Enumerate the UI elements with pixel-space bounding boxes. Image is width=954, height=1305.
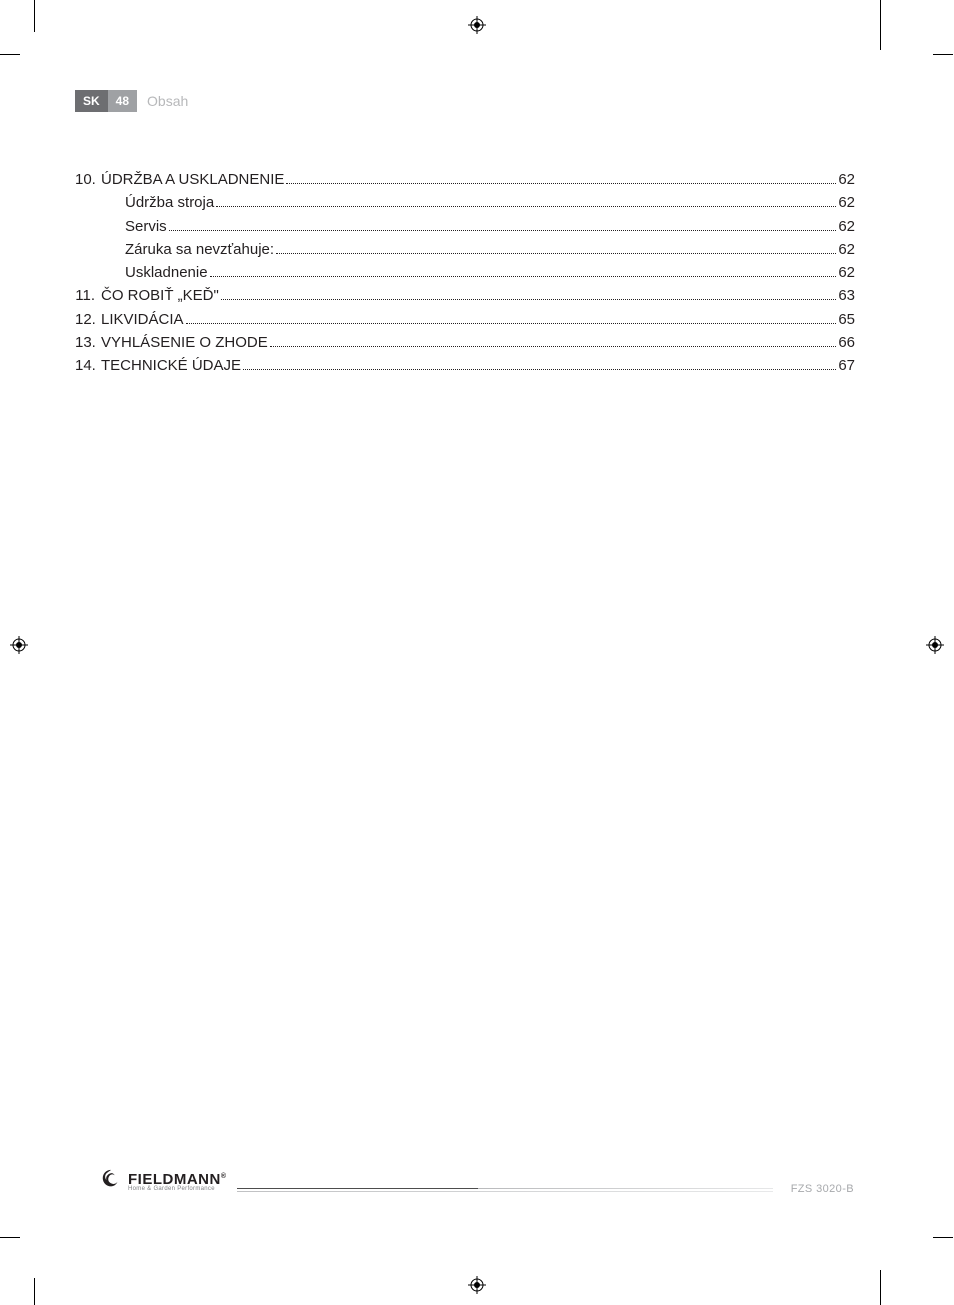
toc-leader-dots bbox=[286, 183, 836, 184]
toc-leader-dots bbox=[276, 253, 836, 254]
brand-text: FIELDMANN® Home & Garden Performance bbox=[128, 1171, 227, 1192]
language-tab: SK bbox=[75, 90, 108, 112]
crop-mark bbox=[880, 0, 881, 50]
crop-mark bbox=[0, 1237, 20, 1238]
page-number-tab: 48 bbox=[108, 90, 137, 112]
registration-mark-icon bbox=[10, 636, 28, 654]
toc-row: 10.Uskladnenie62 bbox=[75, 261, 855, 284]
toc-leader-dots bbox=[216, 206, 836, 207]
brand-swirl-icon bbox=[100, 1168, 122, 1195]
toc-title: Záruka sa nevzťahuje: bbox=[101, 238, 274, 261]
toc-row: 10.ÚDRŽBA A USKLADNENIE 62 bbox=[75, 168, 855, 191]
toc-number: 11. bbox=[75, 284, 101, 307]
toc-row: 14.TECHNICKÉ ÚDAJE 67 bbox=[75, 354, 855, 377]
footer-divider bbox=[237, 1188, 773, 1192]
brand-logo: FIELDMANN® Home & Garden Performance bbox=[100, 1168, 227, 1195]
toc-page: 63 bbox=[838, 284, 855, 307]
toc-page: 62 bbox=[838, 261, 855, 284]
crop-mark bbox=[0, 54, 20, 55]
toc-row: 13.VYHLÁSENIE O ZHODE 66 bbox=[75, 331, 855, 354]
toc-title: VYHLÁSENIE O ZHODE bbox=[101, 331, 268, 354]
toc-page: 66 bbox=[838, 331, 855, 354]
toc-leader-dots bbox=[210, 276, 837, 277]
table-of-contents: 10.ÚDRŽBA A USKLADNENIE 6210.Údržba stroj… bbox=[75, 168, 855, 377]
crop-mark bbox=[34, 1278, 35, 1305]
toc-row: 10.Záruka sa nevzťahuje:62 bbox=[75, 238, 855, 261]
model-code: FZS 3020-B bbox=[791, 1183, 854, 1195]
crop-mark bbox=[34, 0, 35, 32]
toc-row: 10.Údržba stroja62 bbox=[75, 191, 855, 214]
registration-mark-icon bbox=[468, 16, 486, 34]
toc-page: 65 bbox=[838, 308, 855, 331]
brand-tagline: Home & Garden Performance bbox=[128, 1186, 227, 1192]
toc-page: 62 bbox=[838, 238, 855, 261]
toc-title: ÚDRŽBA A USKLADNENIE bbox=[101, 168, 284, 191]
crop-mark bbox=[933, 1237, 953, 1238]
footer: FIELDMANN® Home & Garden Performance FZS… bbox=[100, 1168, 854, 1195]
toc-number: 13. bbox=[75, 331, 101, 354]
registration-mark-icon bbox=[468, 1276, 486, 1294]
section-title: Obsah bbox=[137, 90, 198, 112]
toc-number: 14. bbox=[75, 354, 101, 377]
content-area: SK 48 Obsah 10.ÚDRŽBA A USKLADNENIE6210.… bbox=[75, 90, 855, 377]
toc-number: 12. bbox=[75, 308, 101, 331]
header-tabs: SK 48 Obsah bbox=[75, 90, 855, 112]
toc-leader-dots bbox=[169, 230, 837, 231]
toc-page: 62 bbox=[838, 215, 855, 238]
toc-number: 10. bbox=[75, 168, 101, 191]
toc-title: Údržba stroja bbox=[101, 191, 214, 214]
toc-page: 67 bbox=[838, 354, 855, 377]
toc-page: 62 bbox=[838, 168, 855, 191]
toc-leader-dots bbox=[186, 323, 837, 324]
toc-page: 62 bbox=[838, 191, 855, 214]
toc-title: LIKVIDÁCIA bbox=[101, 308, 184, 331]
toc-leader-dots bbox=[221, 299, 836, 300]
toc-leader-dots bbox=[270, 346, 837, 347]
toc-title: TECHNICKÉ ÚDAJE bbox=[101, 354, 241, 377]
toc-title: Uskladnenie bbox=[101, 261, 208, 284]
toc-row: 10.Servis62 bbox=[75, 215, 855, 238]
toc-row: 12.LIKVIDÁCIA 65 bbox=[75, 308, 855, 331]
toc-row: 11.ČO ROBIŤ „KEĎ" 63 bbox=[75, 284, 855, 307]
crop-mark bbox=[880, 1270, 881, 1305]
page: SK 48 Obsah 10.ÚDRŽBA A USKLADNENIE6210.… bbox=[0, 0, 954, 1305]
crop-mark bbox=[933, 54, 953, 55]
registration-mark-icon bbox=[926, 636, 944, 654]
toc-title: Servis bbox=[101, 215, 167, 238]
toc-leader-dots bbox=[243, 369, 836, 370]
toc-title: ČO ROBIŤ „KEĎ" bbox=[101, 284, 219, 307]
